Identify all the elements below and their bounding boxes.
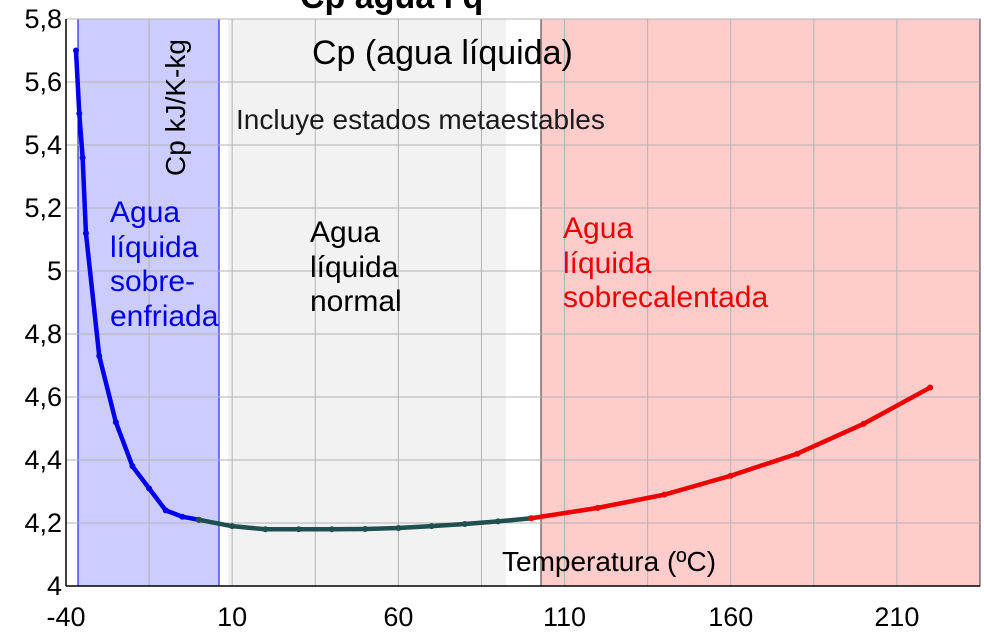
- chart-title: Cp (agua líquida): [312, 34, 573, 72]
- series-point: [162, 507, 169, 514]
- x-axis-label: Temperatura (ºC): [502, 546, 717, 577]
- series-point: [328, 526, 335, 533]
- y-tick-label: 4,2: [24, 508, 62, 538]
- y-tick-label: 4: [47, 571, 62, 601]
- x-tick-label: 110: [543, 602, 586, 632]
- series-point: [362, 525, 369, 532]
- series-point: [860, 420, 867, 427]
- series-point: [594, 504, 601, 511]
- y-tick-label: 5: [47, 256, 62, 286]
- y-tick-label: 5,6: [24, 67, 62, 97]
- series-point: [195, 516, 202, 523]
- axes: [65, 19, 980, 587]
- region-0: [77, 18, 220, 587]
- series-point: [82, 230, 89, 237]
- series: [72, 47, 934, 533]
- chart-subtitle: Incluye estados metaestables: [236, 104, 605, 135]
- regions: [77, 18, 981, 587]
- region-label-supercooled: Agua líquida sobre-enfriada: [110, 196, 219, 333]
- series-point: [727, 472, 734, 479]
- series-point: [96, 353, 103, 360]
- series-point: [495, 518, 502, 525]
- y-tick-label: 4,4: [24, 445, 62, 475]
- chart-title-partial: Cp agua l q: [300, 0, 483, 17]
- series-point: [262, 526, 269, 533]
- x-tick-label: 210: [874, 602, 919, 632]
- series-point: [76, 110, 83, 117]
- region-label-superheated: Agua líquida sobrecalentada: [563, 212, 769, 314]
- x-tick-label: 60: [383, 602, 413, 632]
- region-label-normal: Agua líquida normal: [310, 216, 402, 318]
- series-point: [79, 154, 86, 161]
- y-axis-label: Cp kJ/K-kg: [160, 39, 191, 176]
- series-point: [927, 384, 934, 391]
- series-point: [295, 526, 302, 533]
- series-point: [528, 515, 535, 522]
- y-tick-label: 4,6: [24, 382, 62, 412]
- region-1: [228, 19, 506, 586]
- y-tick-label: 5,4: [24, 130, 62, 160]
- series-point: [428, 523, 435, 530]
- series-point: [129, 463, 136, 470]
- x-tick-label: -40: [46, 602, 85, 632]
- series-point: [794, 450, 801, 457]
- series-point: [661, 491, 668, 498]
- series-point: [395, 525, 402, 532]
- series-point: [179, 513, 186, 520]
- y-tick-label: 5,2: [24, 193, 62, 223]
- series-point: [229, 523, 236, 530]
- series-point: [72, 47, 79, 54]
- tick-labels: 4 4,2 4,4 4,6 4,8 5 5,2 5,4 5,6 5,8 -40 10 60 110 160 2…: [24, 4, 919, 632]
- series-point: [112, 419, 119, 426]
- x-tick-label: 160: [708, 602, 753, 632]
- x-tick-label: 10: [217, 602, 247, 632]
- y-tick-label: 4,8: [24, 319, 62, 349]
- series-point: [146, 485, 153, 492]
- series-point: [461, 520, 468, 527]
- y-tick-label: 5,8: [24, 4, 62, 34]
